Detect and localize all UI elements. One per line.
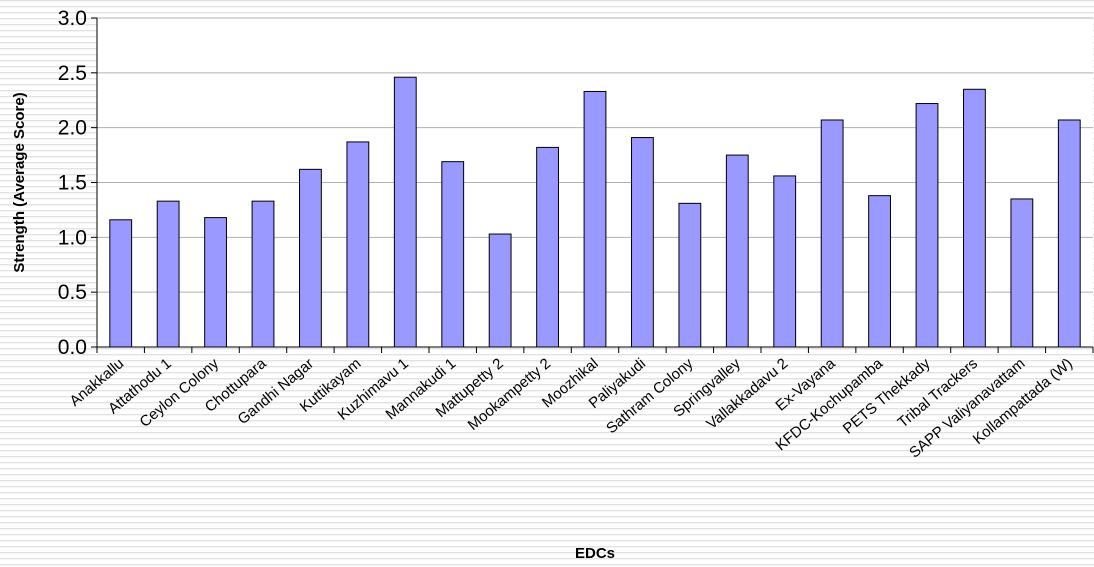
bar [299, 168, 322, 348]
bar [678, 202, 702, 348]
x-axis-title: EDCs [575, 545, 615, 562]
bar [156, 200, 180, 348]
bar [536, 146, 559, 348]
bar [963, 88, 986, 348]
bar [868, 195, 891, 348]
bar [251, 200, 275, 348]
bar [393, 76, 417, 348]
bar [1057, 119, 1081, 348]
bar [346, 141, 370, 348]
y-axis-title: Strength (Average Score) [11, 92, 28, 272]
y-tick-label: 1.0 [58, 226, 87, 249]
y-tick-label: 0.0 [58, 336, 87, 359]
y-tick-label: 2.0 [58, 117, 87, 140]
y-tick-label: 1.5 [58, 172, 87, 195]
y-tick-label: 3.0 [58, 7, 87, 30]
y-tick-label: 2.5 [58, 62, 87, 85]
bar [631, 137, 654, 348]
bar [109, 219, 133, 348]
bar [441, 161, 465, 348]
bar [820, 119, 844, 348]
bar [1010, 198, 1034, 348]
bar [204, 217, 227, 348]
bar [915, 103, 939, 348]
y-tick-label: 0.5 [58, 281, 87, 304]
bar [488, 233, 512, 348]
bar [583, 90, 607, 348]
bar [725, 154, 749, 348]
bar [773, 175, 797, 348]
